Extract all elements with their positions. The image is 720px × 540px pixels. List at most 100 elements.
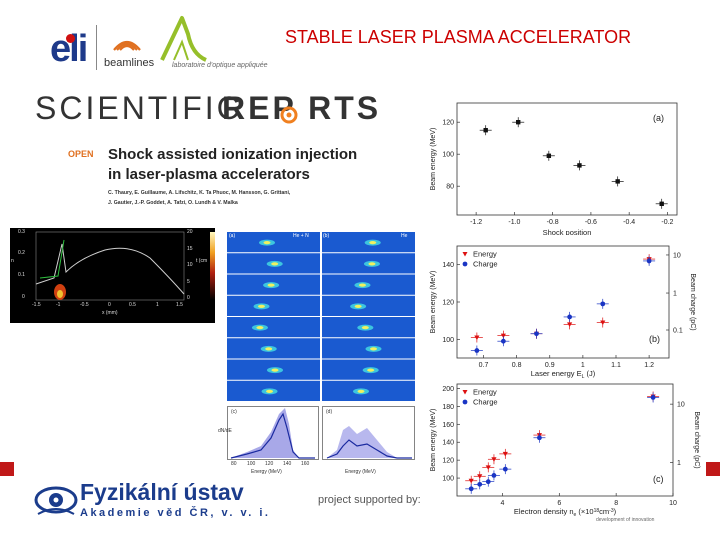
spectra-ylabel: dN/dE <box>218 428 232 434</box>
plot-frame <box>456 102 678 216</box>
data-point <box>659 201 664 206</box>
charge-point <box>600 301 606 307</box>
spectrum-blob-core <box>368 262 376 266</box>
x-tick-label: -0.8 <box>547 219 559 226</box>
x-tick-label: 1 <box>581 362 585 369</box>
sim-ytick-3: 0 <box>22 294 25 300</box>
sim-xtick-2: -0.5 <box>80 302 89 308</box>
spectra-xlabel-c: Energy (MeV) <box>251 469 282 475</box>
energy-point <box>600 320 606 326</box>
y-right-tick-label: 0.1 <box>673 328 683 335</box>
paper-authors-line2: J. Gautier, J.-P. Goddet, A. Tafzi, O. L… <box>108 200 238 206</box>
charge-point <box>534 331 539 337</box>
spectra-label-a: (a) <box>229 233 236 239</box>
gear-icon <box>278 104 300 126</box>
spectrum-blob-core <box>361 326 369 330</box>
charge-point <box>537 435 542 441</box>
x-tick-label: -0.2 <box>661 219 673 226</box>
y-tick-label: 100 <box>442 476 454 483</box>
y-tick-label: 160 <box>442 422 454 429</box>
red-accent-left <box>0 462 14 476</box>
spectrum-blob-core <box>256 326 264 330</box>
energy-point <box>567 322 573 327</box>
sim-ytick-right-1: 15 <box>187 246 193 252</box>
sim-xtick-5: 1 <box>156 302 159 308</box>
spectrum-strip <box>227 317 320 338</box>
charge-point <box>474 348 480 353</box>
energy-point <box>485 465 491 470</box>
x-tick-label: 1.1 <box>611 362 621 369</box>
spectra-strips <box>227 232 415 402</box>
spectra-xtick-0: 80 <box>231 461 237 467</box>
paper-authors-line1: C. Thaury, E. Guillaume, A. Lifschitz, K… <box>108 190 291 196</box>
spectrum-d-line <box>326 439 412 459</box>
sim-xlabel: x (mm) <box>102 310 118 316</box>
spectra-xtick-1: 100 <box>247 461 256 467</box>
eli-logo-dot <box>66 34 75 43</box>
spectrum-c-line <box>230 412 315 459</box>
charge-point <box>477 481 483 487</box>
y-axis-label: Beam energy (MeV) <box>430 128 437 191</box>
x-tick-label: -0.6 <box>585 219 597 226</box>
legend-charge-marker <box>462 261 468 267</box>
spectrum-blob-core <box>265 347 273 351</box>
spectrum-c-band <box>231 408 299 458</box>
y-tick-label: 120 <box>442 300 454 307</box>
footer: Fyzikální ústav Akademie věd ČR, v. v. i… <box>0 462 720 540</box>
energy-point <box>474 335 480 341</box>
spectrum-strip <box>322 295 415 316</box>
spectra-label-d: (d) <box>326 409 333 415</box>
spectrum-blob-core <box>369 241 377 245</box>
spectrum-blob-core <box>267 283 275 287</box>
spectra-xlabel-d: Energy (MeV) <box>345 469 376 475</box>
charge-point <box>468 486 474 492</box>
sim-ytick-right-4: 0 <box>187 295 190 301</box>
data-point <box>483 128 488 133</box>
spectrum-strip <box>227 295 320 316</box>
y-right-axis-label: Beam charge (pC) <box>693 411 700 468</box>
chart-c: 4 6 8 10 100 120 140 160 180 200 1 10 Beam charge (p… <box>425 378 705 518</box>
y-tick-label: 140 <box>442 440 454 447</box>
chart-a: -1.2 -1.0 -0.8 -0.6 -0.4 -0.2 80 100 120 Beam ene… <box>425 95 690 237</box>
x-tick-label: -1.2 <box>470 219 482 226</box>
x-tick-label: -1.0 <box>508 219 520 226</box>
spectrum-blob-core <box>271 368 279 372</box>
legend-energy-marker <box>462 252 468 257</box>
legend-energy-label: Energy <box>473 250 497 259</box>
legend-charge-label: Charge <box>473 260 498 269</box>
spectra-panel: (a) (b) He + N He (c) (d) dN/dE 80 100 1… <box>215 228 415 480</box>
charge-point <box>500 338 506 344</box>
spectra-xtick-3: 140 <box>283 461 292 467</box>
paper-title-line2: in laser-plasma accelerators <box>108 166 310 183</box>
header: eli beamlines laboratoire d'optique appl… <box>0 0 720 85</box>
plot-frame <box>456 245 670 359</box>
x-axis-label: Electron density ne (×1018cm-3) <box>514 507 617 518</box>
charge-point <box>646 258 652 264</box>
journal-name-right: REP RTS <box>222 90 382 126</box>
y-tick-label: 120 <box>442 120 454 127</box>
y-right-tick-label: 1 <box>677 460 681 467</box>
x-axis-label: Laser energy EL (J) <box>531 369 596 378</box>
spectrum-blob-core <box>357 389 365 393</box>
x-tick-label: 1.2 <box>644 362 654 369</box>
sim-ylabel: n <box>11 258 14 264</box>
panel-label: (a) <box>653 113 664 123</box>
fzu-name: Fyzikální ústav <box>80 479 244 505</box>
legend-charge-label: Charge <box>473 398 498 407</box>
spectrum-blob-core <box>263 241 271 245</box>
panel-label: (b) <box>649 334 660 344</box>
charge-point <box>650 395 656 400</box>
supported-by-text: project supported by: <box>318 494 421 506</box>
x-tick-label: 0.9 <box>545 362 555 369</box>
loa-logo-icon <box>158 14 208 64</box>
spectrum-blob-core <box>367 368 375 372</box>
spectra-tag-a: He + N <box>293 233 309 239</box>
sim-ytick-0: 0.3 <box>18 229 25 235</box>
y-right-tick-label: 10 <box>677 402 685 409</box>
red-accent-right <box>706 462 720 476</box>
sim-ylabel-right: t (cm <box>196 258 208 264</box>
energy-point <box>477 474 483 479</box>
y-tick-label: 100 <box>442 337 454 344</box>
panel-label: (c) <box>653 474 664 484</box>
sim-xtick-0: -1.5 <box>32 302 41 308</box>
